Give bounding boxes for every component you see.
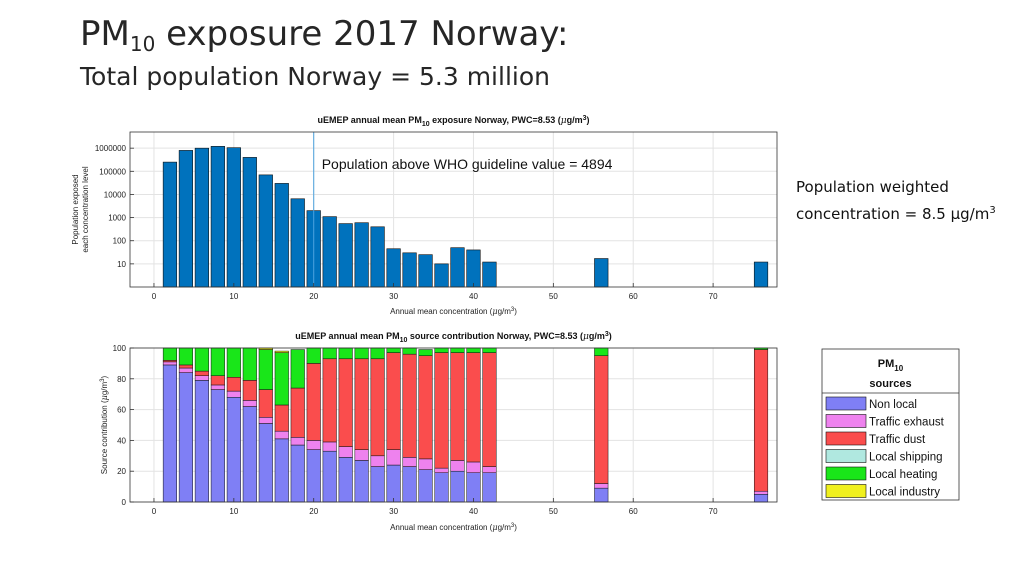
stack-segment xyxy=(274,350,289,353)
pwc-note-line2: concentration = 8.5 µg/m3 xyxy=(796,205,996,223)
x-tick-label: 40 xyxy=(469,292,478,301)
chart-title: uEMEP annual mean PM10 source contributi… xyxy=(295,331,612,344)
x-tick-label: 0 xyxy=(152,292,157,301)
chart-title: uEMEP annual mean PM10 exposure Norway, … xyxy=(317,115,589,128)
y-axis-label: Population exposedeach concentration lev… xyxy=(71,166,90,253)
legend-swatch xyxy=(825,396,867,411)
x-tick-label: 60 xyxy=(629,507,638,516)
legend-label: Local shipping xyxy=(869,452,943,464)
who-annotation: Population above WHO guideline value = 4… xyxy=(322,156,613,172)
slide-subtitle: Total population Norway = 5.3 million xyxy=(80,62,550,91)
y-tick-label: 0 xyxy=(122,498,127,507)
y-tick-label: 10000 xyxy=(104,190,127,199)
stack-segment xyxy=(290,349,305,389)
x-tick-label: 60 xyxy=(629,292,638,301)
legend-swatch xyxy=(825,431,867,446)
y-tick-label: 10 xyxy=(117,260,126,269)
x-tick-label: 30 xyxy=(389,507,398,516)
legend-label: Traffic exhaust xyxy=(869,417,945,429)
plot-frame xyxy=(129,131,778,288)
x-tick-label: 20 xyxy=(309,507,318,516)
legend-swatch xyxy=(825,449,867,463)
legend-title: PM10 xyxy=(878,358,904,373)
x-tick-label: 40 xyxy=(469,507,478,516)
x-axis-label: Annual mean concentration (μg/m3) xyxy=(390,523,517,532)
y-tick-label: 60 xyxy=(117,406,126,415)
stack-segment xyxy=(418,349,433,356)
y-tick-label: 100 xyxy=(113,344,127,353)
x-tick-label: 0 xyxy=(152,507,157,516)
x-tick-label: 10 xyxy=(229,507,238,516)
y-tick-label: 20 xyxy=(117,467,126,476)
legend-swatch xyxy=(825,414,867,428)
legend-swatch xyxy=(825,466,867,481)
legend-swatch xyxy=(825,484,867,498)
y-tick-label: 40 xyxy=(117,436,126,445)
exposure-chart: 10 100 1000 10000 100000 1000000 0 10 20 30 40 50 60… xyxy=(71,115,778,316)
x-tick-label: 20 xyxy=(309,292,318,301)
x-tick-label: 50 xyxy=(549,507,558,516)
y-tick-label: 80 xyxy=(117,375,126,384)
legend-title-line2: sources xyxy=(869,378,911,390)
y-axis-label: Source contribution (μg/m3) xyxy=(100,375,109,474)
plot-frame xyxy=(129,347,778,503)
legend-label: Local heating xyxy=(869,469,937,481)
legend-label: Non local xyxy=(869,399,917,411)
y-tick-label: 1000000 xyxy=(95,144,127,153)
y-tick-label: 1000 xyxy=(108,214,126,223)
legend-label: Traffic dust xyxy=(869,434,926,446)
legend-label: Local industry xyxy=(869,487,940,499)
y-tick-label: 100000 xyxy=(99,167,126,176)
x-axis-label: Annual mean concentration (μg/m3) xyxy=(390,307,517,316)
pwc-note-line1: Population weighted xyxy=(796,178,949,196)
x-tick-label: 30 xyxy=(389,292,398,301)
x-tick-label: 70 xyxy=(709,292,718,301)
x-tick-label: 10 xyxy=(229,292,238,301)
pwc-note: Population weighted concentration = 8.5 … xyxy=(796,176,996,226)
x-tick-label: 70 xyxy=(709,507,718,516)
slide-title: PM10 exposure 2017 Norway: xyxy=(80,14,569,56)
x-tick-label: 50 xyxy=(549,292,558,301)
y-tick-label: 100 xyxy=(113,237,127,246)
